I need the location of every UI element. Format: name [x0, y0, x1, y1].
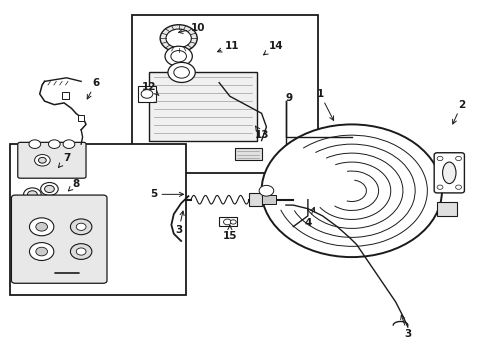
Circle shape — [165, 29, 191, 48]
FancyBboxPatch shape — [433, 153, 464, 193]
Circle shape — [48, 140, 60, 148]
Circle shape — [167, 62, 195, 82]
Bar — [138, 86, 156, 102]
Bar — [261, 195, 276, 204]
Circle shape — [173, 67, 189, 78]
Text: 14: 14 — [263, 41, 283, 55]
Text: 3: 3 — [400, 315, 410, 339]
Bar — [249, 193, 261, 206]
Text: 9: 9 — [285, 93, 292, 103]
Circle shape — [164, 46, 192, 66]
FancyBboxPatch shape — [11, 195, 107, 283]
Text: 11: 11 — [217, 41, 239, 52]
Text: 8: 8 — [68, 179, 80, 191]
Bar — [149, 72, 256, 140]
Circle shape — [70, 244, 92, 260]
Circle shape — [39, 157, 46, 163]
Circle shape — [261, 125, 441, 257]
Circle shape — [223, 219, 231, 225]
Circle shape — [455, 185, 461, 189]
Circle shape — [36, 247, 47, 256]
Text: 7: 7 — [58, 153, 70, 167]
Circle shape — [29, 243, 54, 261]
Circle shape — [41, 183, 58, 195]
Text: 6: 6 — [87, 78, 99, 99]
Circle shape — [160, 25, 197, 52]
Text: 3: 3 — [175, 211, 184, 235]
Bar — [436, 202, 456, 216]
Circle shape — [170, 50, 186, 62]
Circle shape — [63, 140, 75, 148]
Circle shape — [436, 185, 442, 189]
Bar — [78, 116, 83, 121]
Bar — [218, 217, 237, 226]
Circle shape — [23, 188, 41, 201]
Circle shape — [29, 140, 41, 148]
Ellipse shape — [442, 162, 455, 184]
Bar — [436, 166, 456, 180]
Circle shape — [27, 191, 37, 198]
Text: 13: 13 — [254, 126, 268, 140]
Circle shape — [44, 185, 54, 193]
Circle shape — [259, 185, 273, 196]
Circle shape — [76, 223, 86, 230]
Bar — [234, 148, 261, 160]
Circle shape — [36, 222, 47, 231]
Bar — [132, 15, 317, 173]
Text: 15: 15 — [222, 225, 237, 240]
Text: 10: 10 — [178, 23, 205, 33]
Circle shape — [230, 220, 236, 224]
Circle shape — [455, 156, 461, 161]
Text: 2: 2 — [452, 100, 464, 124]
Text: 1: 1 — [316, 89, 333, 120]
Circle shape — [141, 90, 153, 98]
FancyBboxPatch shape — [18, 142, 86, 178]
Circle shape — [70, 219, 92, 235]
Text: 12: 12 — [142, 82, 159, 95]
Circle shape — [29, 218, 54, 236]
Circle shape — [76, 248, 86, 255]
Circle shape — [436, 156, 442, 161]
Circle shape — [35, 154, 50, 166]
Text: 5: 5 — [150, 189, 183, 199]
Text: 4: 4 — [304, 207, 314, 228]
Bar — [10, 144, 185, 295]
Bar — [61, 92, 69, 99]
